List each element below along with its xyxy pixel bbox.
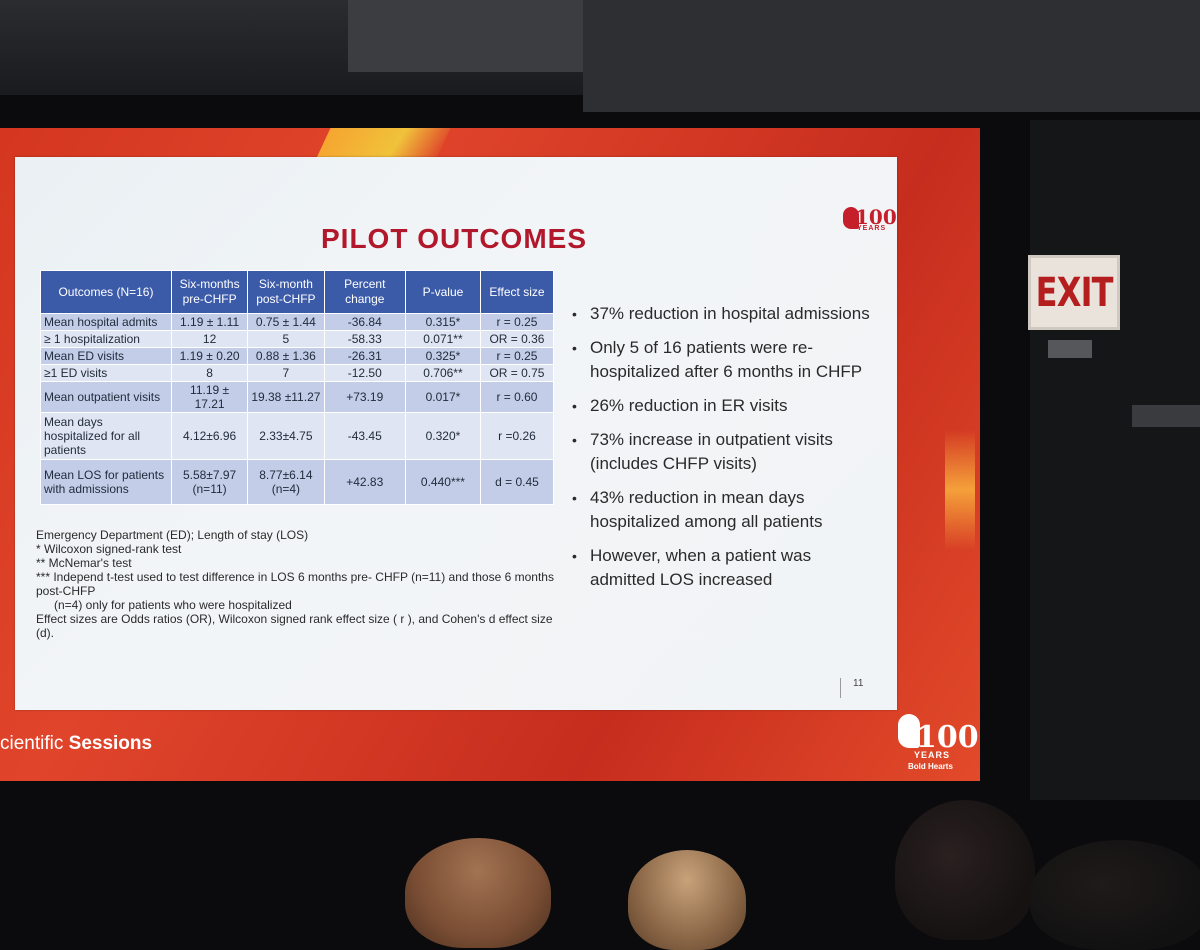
table-footnotes: Emergency Department (ED); Length of sta… [36, 528, 556, 640]
table-cell: 0.320* [404, 412, 481, 460]
exit-sign-text: EXIT [1035, 269, 1113, 316]
bullet-item: 26% reduction in ER visits [572, 394, 872, 418]
table-cell: 0.75 ± 1.44 [247, 313, 325, 331]
table-cell: d = 0.45 [479, 459, 555, 505]
aha-100-years-logo: 100 YEARS Bold Hearts [898, 710, 979, 772]
table-cell: 0.071** [404, 330, 481, 348]
table-cell: 5 [247, 330, 325, 348]
audience-head [895, 800, 1035, 940]
sessions-bold: Sessions [68, 733, 153, 754]
table-cell: Mean hospital admits [40, 313, 172, 331]
table-cell: 0.88 ± 1.36 [247, 347, 325, 365]
audience-head [1030, 840, 1200, 950]
heart-icon [843, 207, 859, 229]
logo-tagline: Bold Hearts [908, 762, 953, 771]
ceiling-panel [348, 0, 583, 72]
bullet-item: 37% reduction in hospital admissions [572, 302, 872, 326]
table-cell: -43.45 [323, 412, 406, 460]
table-cell: ≥1 ED visits [40, 364, 172, 382]
slide-page-number: 11 [840, 678, 880, 698]
table-cell: ≥ 1 hospitalization [40, 330, 172, 348]
table-cell: OR = 0.36 [479, 330, 555, 348]
footnote-effect-sizes: Effect sizes are Odds ratios (OR), Wilco… [36, 612, 553, 640]
table-cell: 0.440*** [404, 459, 481, 505]
table-cell: 7 [247, 364, 325, 382]
sessions-prefix: cientific [0, 733, 64, 754]
right-wall [1030, 120, 1200, 800]
outcomes-table: Outcomes (N=16) Six-months pre-CHFP Six-… [40, 270, 555, 505]
table-cell: 11.19 ± 17.21 [170, 381, 249, 413]
table-cell: -26.31 [323, 347, 406, 365]
table-header-cell: Six-months pre-CHFP [170, 270, 249, 314]
table-header-cell: Percent change [323, 270, 406, 314]
table-cell: -58.33 [323, 330, 406, 348]
table-cell: 2.33±4.75 [247, 412, 325, 460]
logo-years: YEARS [914, 750, 951, 760]
summary-bullets: 37% reduction in hospital admissions Onl… [572, 302, 872, 602]
table-cell: +42.83 [323, 459, 406, 505]
table-cell: r = 0.60 [479, 381, 555, 413]
table-cell: 0.706** [404, 364, 481, 382]
table-row: Mean hospital admits 1.19 ± 1.11 0.75 ± … [40, 313, 555, 331]
footnote-wilcoxon: * Wilcoxon signed-rank test [36, 542, 182, 556]
bullet-item: Only 5 of 16 patients were re-hospitaliz… [572, 336, 872, 384]
logo-number: 100 [916, 720, 979, 755]
exit-sign: EXIT [1028, 255, 1120, 330]
table-cell: 0.325* [404, 347, 481, 365]
table-cell: 5.58±7.97 (n=11) [170, 459, 249, 505]
slide-title: PILOT OUTCOMES [321, 223, 587, 254]
logo-years: YEARS [857, 225, 887, 232]
logo-number: 100 [855, 205, 897, 229]
table-header-cell: P-value [404, 270, 481, 314]
ceiling-right [583, 0, 1200, 112]
table-cell: -12.50 [323, 364, 406, 382]
wall-shelf [1132, 405, 1200, 427]
table-cell: 1.19 ± 0.20 [170, 347, 249, 365]
table-row: ≥ 1 hospitalization 12 5 -58.33 0.071** … [40, 330, 555, 348]
heart-icon [898, 714, 920, 748]
table-cell: 8.77±6.14 (n=4) [247, 459, 325, 505]
footnote-mcnemar: ** McNemar's test [36, 556, 132, 570]
table-cell: r =0.26 [479, 412, 555, 460]
table-cell: 1.19 ± 1.11 [170, 313, 249, 331]
table-cell: +73.19 [323, 381, 406, 413]
footnote-ttest: *** Independ t-test used to test differe… [36, 570, 554, 598]
screen-glow-decoration [945, 430, 975, 550]
table-row: Mean LOS for patients with admissions 5.… [40, 459, 555, 505]
aha-100-years-logo-small: 100 YEARS [843, 205, 897, 241]
table-row: Mean ED visits 1.19 ± 0.20 0.88 ± 1.36 -… [40, 347, 555, 365]
table-cell: r = 0.25 [479, 313, 555, 331]
table-cell: 19.38 ±11.27 [247, 381, 325, 413]
bullet-item: 43% reduction in mean days hospitalized … [572, 486, 872, 534]
bullet-item: However, when a patient was admitted LOS… [572, 544, 872, 592]
exit-sign-mount [1048, 340, 1092, 358]
scientific-sessions-banner: cientific Sessions [0, 733, 152, 755]
table-row: Mean days hospitalized for all patients … [40, 412, 555, 460]
bullet-item: 73% increase in outpatient visits (inclu… [572, 428, 872, 476]
table-header-cell: Six-month post-CHFP [247, 270, 325, 314]
table-cell: 12 [170, 330, 249, 348]
table-header-row: Outcomes (N=16) Six-months pre-CHFP Six-… [40, 270, 555, 314]
table-cell: r = 0.25 [479, 347, 555, 365]
table-cell: Mean days hospitalized for all patients [40, 412, 172, 460]
table-cell: 4.12±6.96 [170, 412, 249, 460]
table-cell: Mean outpatient visits [40, 381, 172, 413]
footnote-abbreviations: Emergency Department (ED); Length of sta… [36, 528, 309, 542]
table-header-cell: Effect size [479, 270, 555, 314]
audience-head [628, 850, 746, 950]
table-cell: Mean ED visits [40, 347, 172, 365]
table-row: ≥1 ED visits 8 7 -12.50 0.706** OR = 0.7… [40, 364, 555, 382]
table-row: Mean outpatient visits 11.19 ± 17.21 19.… [40, 381, 555, 413]
table-cell: Mean LOS for patients with admissions [40, 459, 172, 505]
audience-head [405, 838, 551, 948]
table-cell: 0.017* [404, 381, 481, 413]
table-cell: -36.84 [323, 313, 406, 331]
table-cell: 8 [170, 364, 249, 382]
footnote-ttest-continued: (n=4) only for patients who were hospita… [54, 598, 292, 612]
table-header-cell: Outcomes (N=16) [40, 270, 172, 314]
table-cell: OR = 0.75 [479, 364, 555, 382]
table-cell: 0.315* [404, 313, 481, 331]
